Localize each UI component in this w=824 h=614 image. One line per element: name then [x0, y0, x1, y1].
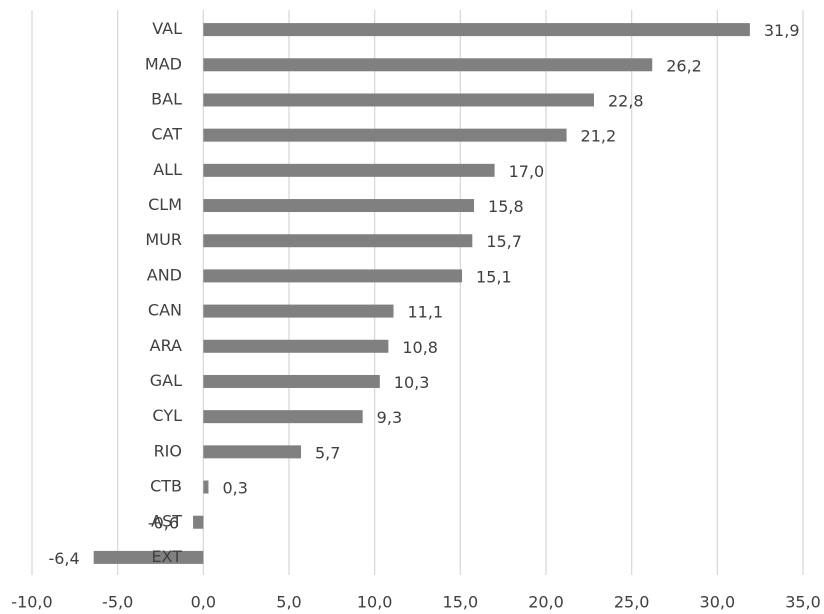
- bar: [203, 58, 653, 72]
- value-label: 5,7: [315, 443, 340, 462]
- y-tick-label: EXT: [151, 547, 182, 566]
- x-tick-label: 30,0: [700, 593, 736, 612]
- y-tick-label: AND: [147, 265, 182, 284]
- y-tick-label: ARA: [150, 336, 182, 355]
- value-label: 9,3: [377, 408, 402, 427]
- bar: [203, 480, 209, 494]
- value-label: -6,4: [48, 549, 79, 568]
- bar: [203, 269, 463, 283]
- bar: [193, 515, 204, 529]
- x-tick-label: 20,0: [528, 593, 564, 612]
- bar: [203, 304, 394, 318]
- x-tick-label: 35,0: [785, 593, 821, 612]
- value-label: -0,6: [148, 514, 179, 533]
- x-tick-label: -10,0: [11, 593, 52, 612]
- x-tick-label: 0,0: [191, 593, 216, 612]
- x-tick-label: 25,0: [614, 593, 650, 612]
- y-tick-label: RIO: [154, 441, 182, 460]
- bar: [203, 199, 475, 213]
- value-label: 15,8: [488, 197, 524, 216]
- value-label: 10,3: [394, 373, 430, 392]
- value-label: 17,0: [509, 162, 545, 181]
- y-tick-label: CTB: [150, 477, 182, 496]
- y-tick-label: BAL: [151, 89, 182, 108]
- bar: [203, 339, 389, 353]
- y-tick-label: VAL: [152, 19, 182, 38]
- bar: [203, 23, 750, 37]
- bar: [203, 410, 363, 424]
- bar: [203, 163, 495, 177]
- x-tick-label: 10,0: [357, 593, 393, 612]
- y-tick-label: MUR: [145, 230, 182, 249]
- value-label: 15,1: [476, 267, 512, 286]
- y-tick-label: MAD: [145, 54, 182, 73]
- x-tick-label: 5,0: [276, 593, 301, 612]
- bar: [203, 128, 567, 142]
- value-label: 11,1: [408, 303, 444, 322]
- value-label: 15,7: [486, 232, 522, 251]
- bar: [203, 374, 380, 388]
- y-tick-label: ALL: [153, 160, 182, 179]
- value-label: 0,3: [222, 479, 247, 498]
- value-label: 31,9: [764, 21, 800, 40]
- bar: [203, 445, 301, 459]
- y-tick-label: GAL: [150, 371, 182, 390]
- x-tick-label: -5,0: [102, 593, 133, 612]
- x-tick-label: 15,0: [443, 593, 479, 612]
- bar: [203, 93, 594, 107]
- y-tick-label: CYL: [152, 406, 182, 425]
- y-tick-label: CAT: [151, 125, 182, 144]
- value-label: 21,2: [581, 127, 617, 146]
- value-label: 22,8: [608, 91, 644, 110]
- bar: [203, 234, 473, 248]
- y-tick-label: CAN: [148, 301, 182, 320]
- y-tick-label: AST: [151, 512, 182, 531]
- value-label: 26,2: [666, 56, 702, 75]
- value-label: 10,8: [402, 338, 438, 357]
- y-tick-label: CLM: [148, 195, 182, 214]
- bar: [93, 550, 204, 564]
